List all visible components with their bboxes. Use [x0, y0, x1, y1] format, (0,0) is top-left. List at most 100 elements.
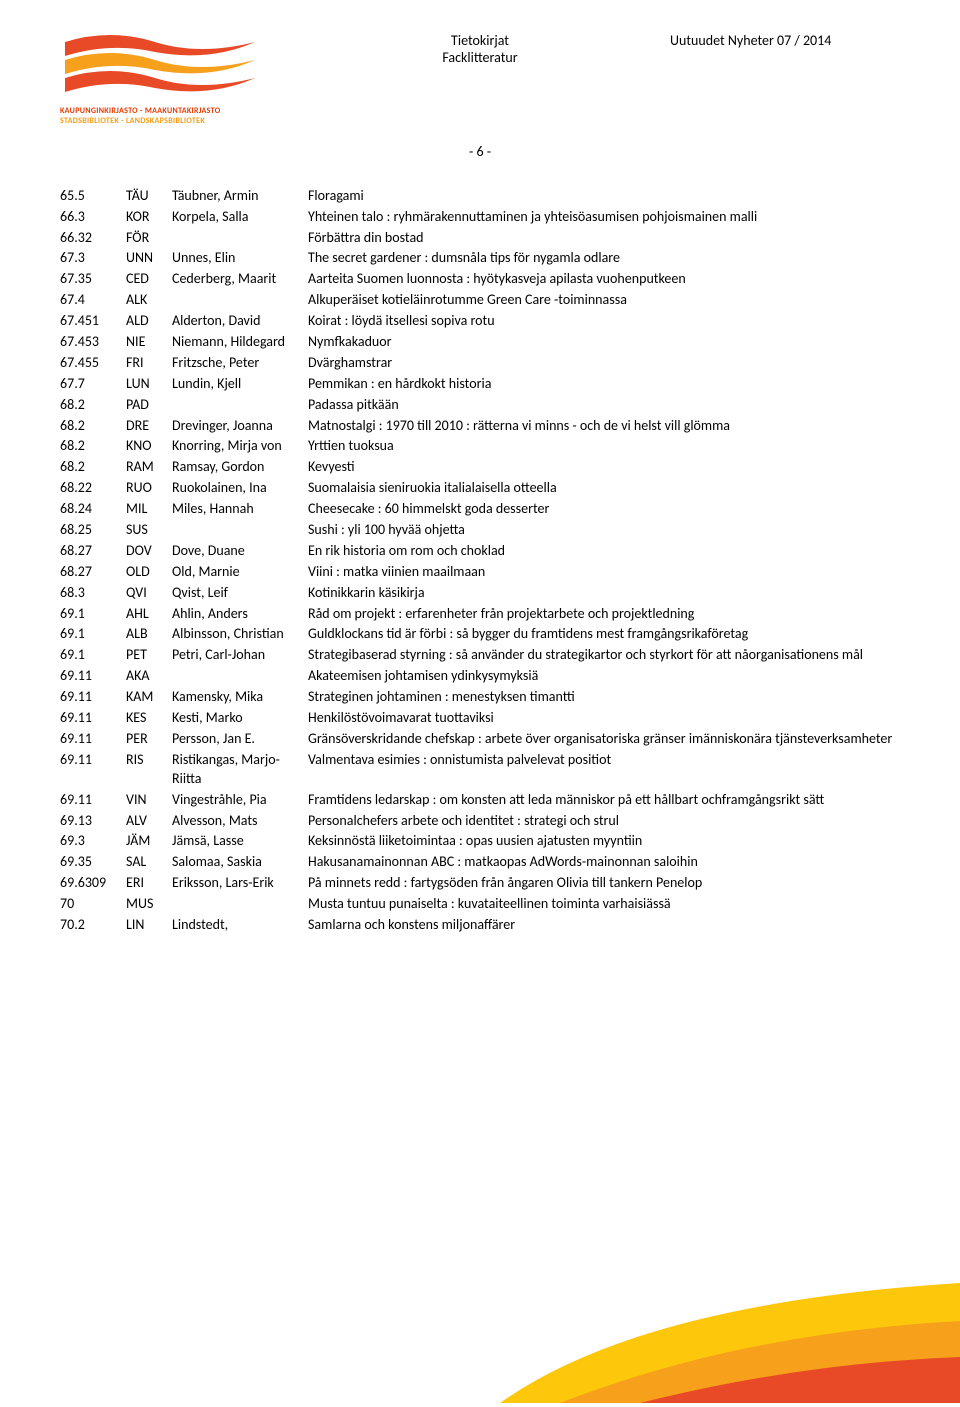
table-row: 67.3UNNUnnes, ElinThe secret gardener : …: [60, 248, 900, 269]
author-code: ALK: [126, 290, 172, 311]
class-code: 68.3: [60, 583, 126, 604]
author-name: Eriksson, Lars-Erik: [172, 873, 308, 894]
author-name: Vingestråhle, Pia: [172, 790, 308, 811]
author-code: RAM: [126, 457, 172, 478]
table-row: 69.11KAMKamensky, MikaStrateginen johtam…: [60, 687, 900, 708]
author-code: PET: [126, 645, 172, 666]
class-code: 67.7: [60, 374, 126, 395]
title: Sushi : yli 100 hyvää ohjetta: [308, 520, 900, 541]
class-code: 69.35: [60, 852, 126, 873]
author-name: Knorring, Mirja von: [172, 436, 308, 457]
table-row: 69.11RISRistikangas, Marjo-RiittaValment…: [60, 750, 900, 790]
author-code: FÖR: [126, 228, 172, 249]
author-name: Salomaa, Saskia: [172, 852, 308, 873]
title: Personalchefers arbete och identitet : s…: [308, 811, 900, 832]
logo-waves-icon: [60, 30, 290, 100]
title: Akateemisen johtamisen ydinkysymyksiä: [308, 666, 900, 687]
title: Strategibaserad styrning : så använder d…: [308, 645, 900, 666]
author-name: Dove, Duane: [172, 541, 308, 562]
table-row: 67.451ALDAlderton, DavidKoirat : löydä i…: [60, 311, 900, 332]
title: Viini : matka viinien maailmaan: [308, 562, 900, 583]
title: Framtidens ledarskap : om konsten att le…: [308, 790, 900, 811]
author-code: MIL: [126, 499, 172, 520]
table-row: 68.2PADPadassa pitkään: [60, 395, 900, 416]
class-code: 69.11: [60, 750, 126, 790]
table-row: 69.11PERPersson, Jan E.Gränsöverskridand…: [60, 729, 900, 750]
author-code: RUO: [126, 478, 172, 499]
title: Gränsöverskridande chefskap : arbete öve…: [308, 729, 900, 750]
author-name: Petri, Carl-Johan: [172, 645, 308, 666]
author-name: Ruokolainen, Ina: [172, 478, 308, 499]
title: Floragami: [308, 186, 900, 207]
title: På minnets redd : fartygsöden från ångar…: [308, 873, 900, 894]
author-name: Persson, Jan E.: [172, 729, 308, 750]
table-row: 67.455FRIFritzsche, PeterDvärghamstrar: [60, 353, 900, 374]
class-code: 69.11: [60, 687, 126, 708]
author-name: Täubner, Armin: [172, 186, 308, 207]
title: Matnostalgi : 1970 till 2010 : rätterna …: [308, 416, 900, 437]
author-code: CED: [126, 269, 172, 290]
table-row: 70.2LINLindstedt,Samlarna och konstens m…: [60, 915, 900, 936]
class-code: 66.3: [60, 207, 126, 228]
author-code: KOR: [126, 207, 172, 228]
class-code: 67.453: [60, 332, 126, 353]
author-code: ERI: [126, 873, 172, 894]
header-right: Uutuudet Nyheter 07 / 2014: [670, 30, 900, 49]
author-name: Alvesson, Mats: [172, 811, 308, 832]
author-code: KNO: [126, 436, 172, 457]
class-code: 68.2: [60, 436, 126, 457]
author-name: Drevinger, Joanna: [172, 416, 308, 437]
header-issue: Uutuudet Nyheter 07 / 2014: [670, 32, 900, 49]
class-code: 67.35: [60, 269, 126, 290]
author-code: ALB: [126, 624, 172, 645]
author-name: Ramsay, Gordon: [172, 457, 308, 478]
title: Henkilöstövoimavarat tuottaviksi: [308, 708, 900, 729]
class-code: 66.32: [60, 228, 126, 249]
author-code: DOV: [126, 541, 172, 562]
author-code: JÄM: [126, 831, 172, 852]
author-name: Unnes, Elin: [172, 248, 308, 269]
title: Guldklockans tid är förbi : så bygger du…: [308, 624, 900, 645]
table-row: 67.4ALKAlkuperäiset kotieläinrotumme Gre…: [60, 290, 900, 311]
class-code: 68.27: [60, 541, 126, 562]
table-row: 68.27OLDOld, MarnieViini : matka viinien…: [60, 562, 900, 583]
title: Musta tuntuu punaiselta : kuvataiteellin…: [308, 894, 900, 915]
table-row: 66.3KORKorpela, SallaYhteinen talo : ryh…: [60, 207, 900, 228]
table-row: 69.1AHLAhlin, AndersRåd om projekt : erf…: [60, 604, 900, 625]
author-name: Qvist, Leif: [172, 583, 308, 604]
author-code: OLD: [126, 562, 172, 583]
author-code: ALD: [126, 311, 172, 332]
header-title-1: Tietokirjat: [290, 32, 670, 49]
page-number: - 6 -: [60, 143, 900, 160]
author-name: Fritzsche, Peter: [172, 353, 308, 374]
table-row: 70MUSMusta tuntuu punaiselta : kuvataite…: [60, 894, 900, 915]
table-row: 65.5TÄUTäubner, ArminFloragami: [60, 186, 900, 207]
author-code: KAM: [126, 687, 172, 708]
author-name: [172, 395, 308, 416]
header-title-2: Facklitteratur: [290, 49, 670, 66]
class-code: 67.451: [60, 311, 126, 332]
author-name: [172, 520, 308, 541]
class-code: 65.5: [60, 186, 126, 207]
table-row: 69.35SALSalomaa, SaskiaHakusanamainonnan…: [60, 852, 900, 873]
class-code: 67.3: [60, 248, 126, 269]
table-row: 68.2DREDrevinger, JoannaMatnostalgi : 19…: [60, 416, 900, 437]
title: Råd om projekt : erfarenheter från proje…: [308, 604, 900, 625]
table-row: 67.7LUNLundin, KjellPemmikan : en hårdko…: [60, 374, 900, 395]
author-name: Albinsson, Christian: [172, 624, 308, 645]
class-code: 67.455: [60, 353, 126, 374]
book-list-table: 65.5TÄUTäubner, ArminFloragami66.3KORKor…: [60, 186, 900, 936]
title: Pemmikan : en hårdkokt historia: [308, 374, 900, 395]
author-name: [172, 290, 308, 311]
title: En rik historia om rom och choklad: [308, 541, 900, 562]
author-name: [172, 894, 308, 915]
title: Strateginen johtaminen : menestyksen tim…: [308, 687, 900, 708]
author-code: TÄU: [126, 186, 172, 207]
class-code: 68.2: [60, 395, 126, 416]
title: Suomalaisia sieniruokia italialaisella o…: [308, 478, 900, 499]
table-row: 68.3QVIQvist, LeifKotinikkarin käsikirja: [60, 583, 900, 604]
title: Förbättra din bostad: [308, 228, 900, 249]
author-name: Miles, Hannah: [172, 499, 308, 520]
title: Alkuperäiset kotieläinrotumme Green Care…: [308, 290, 900, 311]
title: Kevyesti: [308, 457, 900, 478]
